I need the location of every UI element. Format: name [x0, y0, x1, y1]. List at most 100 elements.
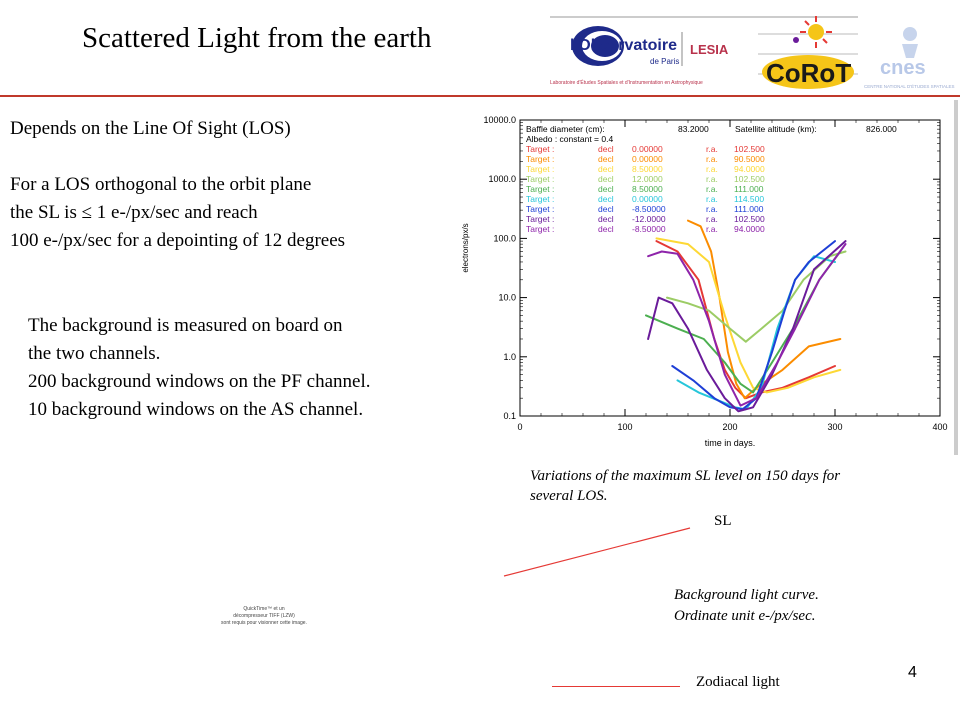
legend-ra-value: 111.000 — [734, 204, 764, 214]
legend-ra-label: r.a. — [706, 194, 718, 204]
legend-decl-label: decl — [598, 214, 614, 224]
chart-svg: 0.1 1.0 10.0 100.0 1000.0 10000.0 0 100 200 300 40… — [456, 100, 958, 455]
scattered-light-chart: 0.1 1.0 10.0 100.0 1000.0 10000.0 0 100 200 300 40… — [456, 100, 958, 455]
x-tick-label: 200 — [722, 422, 737, 432]
cnes-sub-text: CENTRE NATIONAL D'ÉTUDES SPATIALES — [864, 83, 954, 89]
legend-decl-value: 0.00000 — [632, 154, 663, 164]
legend-target: Target : — [526, 224, 554, 234]
obs-sub-text: de Paris — [650, 57, 679, 66]
albedo-label: Albedo : constant = 0.4 — [526, 134, 613, 144]
legend-ra-value: 111.000 — [734, 184, 764, 194]
background-curve-caption-1: Background light curve. — [674, 587, 819, 603]
legend-ra-value: 102.500 — [734, 214, 765, 224]
sl-label: SL — [714, 513, 732, 529]
lesia-text: LESIA — [690, 42, 729, 57]
orthogonal-line-3: 100 e-/px/sec for a depointing of 12 deg… — [10, 230, 346, 251]
quicktime-line-1: QuickTime™ et un — [243, 606, 285, 612]
legend-ra-label: r.a. — [706, 214, 718, 224]
legend-decl-value: 8.50000 — [632, 164, 663, 174]
series-line-8 — [647, 240, 847, 413]
legend-decl-value: -8.50000 — [632, 224, 666, 234]
legend-ra-value: 102.500 — [734, 174, 765, 184]
background-curve-caption-2: Ordinate unit e-/px/sec. — [674, 608, 816, 624]
legend-decl-label: decl — [598, 204, 614, 214]
background-line-2: the two channels. — [28, 343, 161, 364]
x-tick-label: 100 — [617, 422, 632, 432]
x-tick-label: 300 — [827, 422, 842, 432]
y-tick-label: 1000.0 — [488, 174, 516, 184]
cnes-logo: cnes CENTRE NATIONAL D'ÉTUDES SPATIALES — [862, 18, 958, 92]
legend-target: Target : — [526, 204, 554, 214]
y-tick-label: 0.1 — [503, 411, 516, 421]
background-line-3: 200 background windows on the PF channel… — [28, 371, 371, 392]
legend-decl-label: decl — [598, 154, 614, 164]
variations-caption-1: Variations of the maximum SL level on 15… — [530, 468, 841, 484]
chart-axes: 0.1 1.0 10.0 100.0 1000.0 10000.0 0 100 200 300 40… — [461, 115, 948, 448]
obs-name-text: l'Observatoire — [570, 37, 677, 54]
cnes-text: cnes — [880, 57, 926, 79]
x-axis-label: time in days. — [705, 438, 756, 448]
series-line-2 — [687, 219, 842, 400]
orthogonal-line-2: the SL is ≤ 1 e-/px/sec and reach — [10, 202, 258, 223]
orthogonal-line-1: For a LOS orthogonal to the orbit plane — [10, 174, 312, 195]
cnes-logo-graphic: cnes CENTRE NATIONAL D'ÉTUDES SPATIALES — [864, 27, 954, 89]
slide-title: Scattered Light from the earth — [82, 22, 432, 54]
legend-ra-label: r.a. — [706, 144, 718, 154]
legend-ra-label: r.a. — [706, 174, 718, 184]
series-line-3 — [655, 237, 842, 394]
altitude-label: Satellite altitude (km): — [735, 124, 817, 134]
legend-target: Target : — [526, 194, 554, 204]
legend-target: Target : — [526, 174, 554, 184]
legend-decl-label: decl — [598, 194, 614, 204]
page-number: 4 — [908, 664, 917, 681]
legend-ra-value: 94.0000 — [734, 224, 765, 234]
legend-ra-value: 102.500 — [734, 144, 765, 154]
altitude-value: 826.000 — [866, 124, 897, 134]
series-line-1 — [655, 240, 836, 400]
background-line-1: The background is measured on board on — [28, 315, 343, 336]
corot-logo: CoRoT — [758, 14, 858, 92]
legend-decl-label: decl — [598, 224, 614, 234]
legend-ra-label: r.a. — [706, 224, 718, 234]
legend-target: Target : — [526, 184, 554, 194]
variations-caption-2: several LOS. — [530, 488, 608, 504]
lab-line-text: Laboratoire d'Études Spatiales et d'Inst… — [550, 79, 703, 86]
legend-target: Target : — [526, 154, 554, 164]
y-tick-label: 10.0 — [498, 293, 516, 303]
legend-target: Target : — [526, 214, 554, 224]
corot-text: CoRoT — [766, 58, 851, 88]
legend-ra-label: r.a. — [706, 154, 718, 164]
series-line-9 — [647, 243, 847, 407]
legend-decl-value: 0.00000 — [632, 144, 663, 154]
legend-ra-label: r.a. — [706, 204, 718, 214]
header-divider — [0, 95, 960, 97]
legend-decl-value: 0.00000 — [632, 194, 663, 204]
legend-decl-label: decl — [598, 184, 614, 194]
zodiacal-label: Zodiacal light — [696, 674, 780, 690]
legend-ra-label: r.a. — [706, 164, 718, 174]
y-tick-label: 1.0 — [503, 352, 516, 362]
legend-ra-value: 90.5000 — [734, 154, 765, 164]
corot-logo-graphic: CoRoT — [758, 16, 858, 89]
legend-ra-value: 94.0000 — [734, 164, 765, 174]
chart-series — [645, 219, 847, 413]
x-tick-label: 0 — [517, 422, 522, 432]
background-line-4: 10 background windows on the AS channel. — [28, 399, 364, 420]
legend-ra-label: r.a. — [706, 184, 718, 194]
baffle-label: Baffle diameter (cm): — [526, 124, 605, 134]
chart-legend: Target : decl 0.00000 r.a. 102.500 Target : de… — [526, 144, 765, 234]
quicktime-placeholder: QuickTime™ et un décompresseur TIFF (LZW… — [200, 606, 328, 627]
legend-decl-label: decl — [598, 164, 614, 174]
legend-decl-value: 8.50000 — [632, 184, 663, 194]
observatoire-logo: l'Observatoire de Paris LESIA Laboratoir… — [550, 14, 758, 90]
x-tick-label: 400 — [932, 422, 947, 432]
legend-decl-value: -8.50000 — [632, 204, 666, 214]
legend-decl-label: decl — [598, 144, 614, 154]
legend-decl-value: -12.0000 — [632, 214, 666, 224]
y-tick-label: 10000.0 — [483, 115, 516, 125]
legend-decl-label: decl — [598, 174, 614, 184]
chart-header: Baffle diameter (cm): 83.2000 Satellite al… — [526, 124, 897, 144]
sl-pointer-svg — [503, 527, 691, 577]
observatoire-logo-graphic: l'Observatoire de Paris LESIA Laboratoir… — [550, 16, 758, 86]
los-dependency-text: Depends on the Line Of Sight (LOS) — [10, 118, 291, 139]
